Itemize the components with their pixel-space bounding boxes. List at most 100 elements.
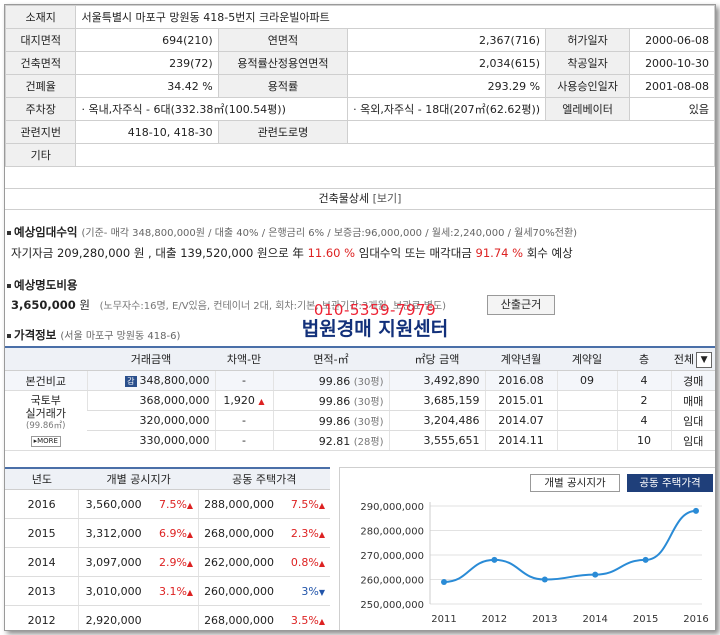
- land-price-cell: 3,010,000: [78, 576, 147, 606]
- building-area-label: 건축면적: [5, 51, 77, 75]
- address-label: 소재지: [5, 5, 77, 29]
- related-road-label: 관련도로명: [217, 120, 349, 144]
- far-area-value: 2,034(615): [347, 51, 547, 75]
- day-cell: [556, 390, 617, 411]
- amount-cell: 348,800,000: [139, 374, 210, 387]
- house-price-cell: 260,000,000: [198, 576, 280, 606]
- ym-cell: 2014.07: [484, 410, 557, 431]
- etc-value: [75, 143, 715, 167]
- up-arrow-icon: ▲: [318, 529, 325, 539]
- real-price-label: 실거래가: [25, 407, 66, 420]
- data-point: [441, 578, 447, 585]
- x-tick-label: 2011: [431, 614, 456, 625]
- house-price-cell: 262,000,000: [198, 547, 280, 577]
- official-header-year: 년도: [5, 467, 79, 490]
- area-cell: 99.86: [318, 415, 351, 428]
- ym-cell: 2015.01: [484, 390, 557, 411]
- bullet-icon: [7, 333, 11, 338]
- land-pct-cell: 7.5%: [158, 497, 187, 511]
- bcr-value: 34.42 %: [75, 74, 219, 98]
- yield-value: 11.60 %: [307, 246, 356, 260]
- bullet-icon: [7, 283, 11, 288]
- eviction-note: (노무자수:16명, E/V있음, 컨테이너 2대, 회차:기본, 보관기간:3…: [99, 301, 447, 312]
- price-filter-select[interactable]: 전체 ▼: [671, 346, 715, 371]
- diff-cell: -: [214, 430, 273, 451]
- price-section-title: 가격정보 (서울 마포구 망원동 418-6): [7, 327, 180, 343]
- far-area-label: 용적률산정용연면적: [217, 51, 349, 75]
- parking-label: 주차장: [5, 97, 77, 121]
- table-row: 2014 3,097,000 2.9%▲ 262,000,000 0.8%▲: [5, 547, 330, 577]
- price-table: 거래금액 차액-만 면적-㎡ ㎡당 금액 계약년월 계약일 층 전체 ▼ 본건비교…: [5, 346, 715, 451]
- up-arrow-icon: ▲: [318, 500, 325, 510]
- y-tick-label: 260,000,000: [360, 576, 424, 587]
- amount-cell: 320,000,000: [87, 410, 215, 431]
- building-detail-link[interactable]: [보기]: [372, 192, 402, 205]
- day-cell: 09: [556, 370, 617, 391]
- eviction-amount: 3,650,000: [11, 298, 76, 312]
- year-cell: 2014: [5, 547, 79, 577]
- group-area-label: (99.86㎡): [26, 421, 66, 431]
- diff-cell: 1,920: [223, 394, 255, 407]
- land-pct-cell: 2.9%: [158, 555, 187, 569]
- x-tick-label: 2012: [482, 614, 507, 625]
- loan-value: 139,520,000: [180, 246, 254, 260]
- chevron-down-icon[interactable]: ▼: [696, 351, 713, 368]
- data-point: [642, 556, 649, 563]
- molit-group-cell: 국토부 실거래가 (99.86㎡) ▸MORE: [5, 390, 87, 451]
- house-pct-cell: 0.8%: [290, 555, 319, 569]
- day-cell: [556, 430, 617, 451]
- house-pct-cell: 2.3%: [290, 526, 319, 540]
- area-cell: 99.86: [318, 395, 351, 408]
- tab-land-price[interactable]: 개별 공시지가: [530, 474, 620, 492]
- elevator-value: 있음: [629, 97, 715, 121]
- pyeong-cell: (30평): [353, 377, 384, 388]
- up-arrow-icon: ▲: [186, 587, 194, 597]
- area-cell: 99.86: [318, 375, 351, 388]
- price-header-amount: 거래금액: [87, 346, 215, 371]
- tab-house-price[interactable]: 공동 주택가격: [627, 474, 713, 492]
- price-header-diff: 차액-만: [215, 346, 273, 371]
- land-price-cell: 3,312,000: [78, 518, 147, 548]
- parking-outdoor: · 옥외,자주식 - 18대(207㎡(62.62평)): [347, 97, 547, 121]
- up-arrow-icon: ▲: [186, 558, 194, 568]
- building-detail-row: 건축물상세 [보기]: [5, 188, 715, 210]
- house-pct-cell: 3%: [301, 584, 319, 598]
- floor-cell: 10: [616, 430, 671, 451]
- related-lot-label: 관련지번: [5, 120, 77, 144]
- calc-basis-button[interactable]: 산출근거: [487, 295, 555, 315]
- day-cell: [556, 410, 617, 431]
- land-area-label: 대지면적: [5, 28, 77, 52]
- building-area-value: 239(72): [75, 51, 219, 75]
- year-cell: 2015: [5, 518, 79, 548]
- land-area-value: 694(210): [75, 28, 219, 52]
- x-tick-label: 2014: [582, 614, 607, 625]
- year-cell: 2013: [5, 576, 79, 606]
- type-cell: 경매: [670, 370, 715, 391]
- up-arrow-icon: ▲: [186, 500, 194, 510]
- bullet-icon: [7, 230, 11, 235]
- amount-cell: 330,000,000: [87, 430, 215, 451]
- type-cell: 임대: [670, 410, 715, 431]
- house-pct-cell: 7.5%: [290, 497, 319, 511]
- land-pct-cell: 6.9%: [158, 526, 187, 540]
- approval-date-value: 2001-08-08: [629, 74, 715, 98]
- official-price-table: 년도 개별 공시지가 공동 주택가격 2016 3,560,000 7.5%▲ …: [5, 467, 330, 630]
- more-button[interactable]: ▸MORE: [30, 436, 61, 447]
- rental-subtitle: (기준- 매각 348,800,000원 / 대출 40% / 은행금리 6% …: [81, 228, 578, 239]
- price-header-ym: 계약년월: [485, 346, 557, 371]
- appraisal-tag: 감: [125, 376, 137, 387]
- x-tick-label: 2016: [683, 614, 708, 625]
- self-compare-label: 본건비교: [5, 370, 87, 391]
- elevator-label: 엘레베이터: [545, 97, 630, 121]
- y-tick-label: 270,000,000: [360, 551, 424, 562]
- up-arrow-icon: ▲: [318, 616, 325, 626]
- house-price-line-chart: 290,000,000 280,000,000 270,000,000 260,000…: [360, 502, 709, 625]
- molit-label: 국토부: [30, 394, 61, 407]
- rental-text-2: 원 , 대출: [133, 246, 177, 260]
- official-header-row: 년도 개별 공시지가 공동 주택가격: [5, 467, 330, 490]
- per-cell: 3,555,651: [388, 430, 485, 451]
- y-tick-label: 250,000,000: [360, 600, 424, 611]
- rental-text-5: 회수 예상: [526, 246, 573, 260]
- table-row: 330,000,000 - 92.81 (28평) 3,555,651 2014…: [5, 430, 715, 451]
- year-cell: 2012: [5, 605, 79, 630]
